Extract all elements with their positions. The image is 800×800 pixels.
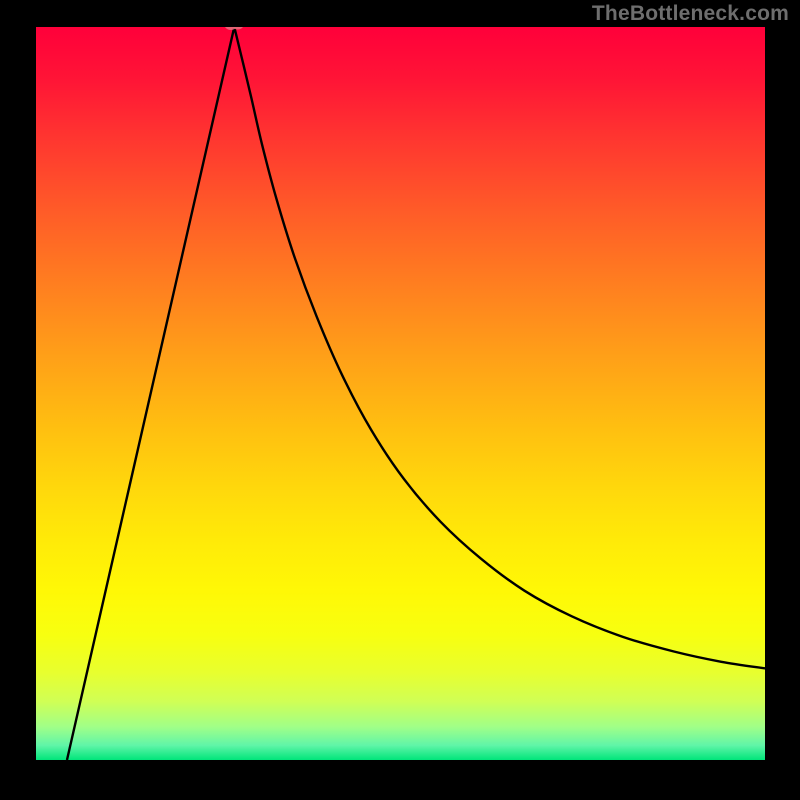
chart-frame: TheBottleneck.com: [0, 0, 800, 800]
bottleneck-chart: [0, 0, 800, 800]
plot-background: [36, 27, 765, 760]
